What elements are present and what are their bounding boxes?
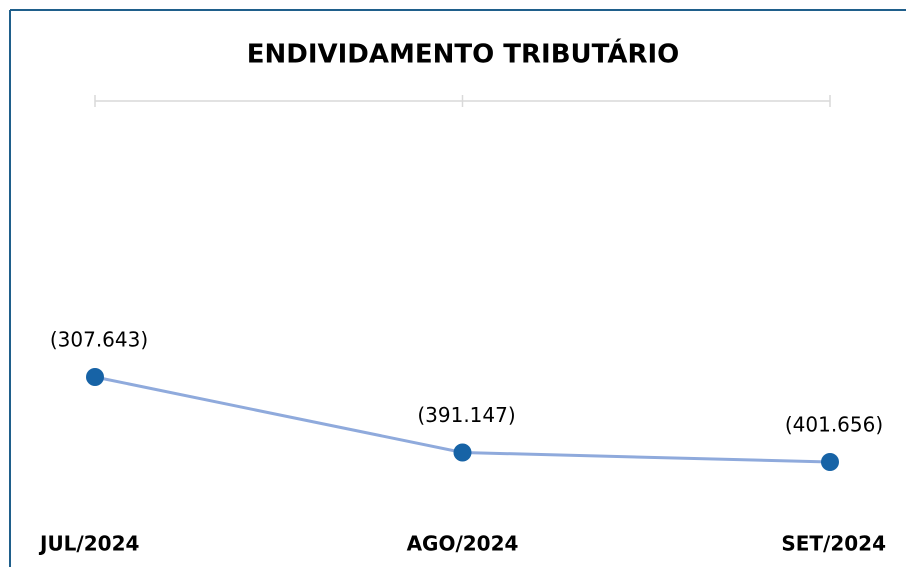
x-tick-label: AGO/2024 xyxy=(407,532,519,556)
x-tick-label: SET/2024 xyxy=(781,532,886,556)
x-tick-label: JUL/2024 xyxy=(38,532,139,556)
marker xyxy=(453,443,472,462)
marker xyxy=(821,453,839,471)
data-label: (307.643) xyxy=(50,328,148,352)
data-label: (401.656) xyxy=(785,413,883,437)
data-label: (391.147) xyxy=(417,403,515,427)
marker xyxy=(86,368,104,386)
chart-title: ENDIVIDAMENTO TRIBUTÁRIO xyxy=(247,38,680,70)
